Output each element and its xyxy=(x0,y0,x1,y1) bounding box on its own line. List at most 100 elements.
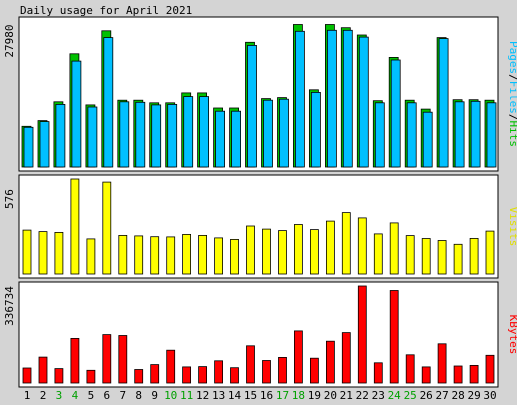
bar-visits-day-20 xyxy=(325,220,335,275)
x-tick-label-19: 19 xyxy=(308,389,321,402)
bar-kbytes-day-5 xyxy=(86,369,96,384)
bar-visits-day-13 xyxy=(214,237,224,275)
bar-visits-day-2 xyxy=(38,231,48,275)
bar-kbytes-day-29 xyxy=(469,364,479,384)
bar-files-day-23 xyxy=(374,102,385,168)
bar-files-day-27 xyxy=(438,38,449,168)
bar-visits-day-15 xyxy=(246,225,255,275)
bar-kbytes-day-12 xyxy=(198,366,208,384)
bar-files-day-3 xyxy=(55,104,66,168)
bar-visits-day-25 xyxy=(405,235,415,275)
panel-hits-plot-area xyxy=(18,16,499,172)
bar-kbytes-day-13 xyxy=(214,360,224,384)
x-tick-label-18: 18 xyxy=(292,389,305,402)
bar-visits-day-1 xyxy=(22,229,32,275)
panel-kbytes-max-label: 336734 xyxy=(3,286,16,326)
bar-files-day-7 xyxy=(119,101,130,168)
bar-files-day-1 xyxy=(23,126,34,168)
x-tick-label-14: 14 xyxy=(228,389,242,402)
bar-visits-day-18 xyxy=(293,224,303,275)
x-tick-label-12: 12 xyxy=(196,389,209,402)
bar-visits-day-9 xyxy=(150,236,160,275)
bar-files-day-30 xyxy=(486,102,497,168)
bar-kbytes-day-26 xyxy=(421,366,431,384)
bar-visits-day-8 xyxy=(134,235,144,275)
bar-visits-day-21 xyxy=(341,212,351,275)
x-tick-label-28: 28 xyxy=(451,389,464,402)
bar-kbytes-day-27 xyxy=(437,343,447,384)
bar-visits-day-17 xyxy=(278,230,287,275)
bar-files-day-22 xyxy=(358,36,369,168)
bar-kbytes-day-14 xyxy=(230,367,239,384)
bar-files-day-18 xyxy=(294,30,305,168)
x-tick-label-17: 17 xyxy=(276,389,289,402)
bar-visits-day-26 xyxy=(421,238,431,275)
bar-files-day-13 xyxy=(215,110,226,168)
bar-files-day-26 xyxy=(422,111,433,168)
x-tick-label-7: 7 xyxy=(119,389,126,402)
x-tick-label-11: 11 xyxy=(180,389,193,402)
x-tick-label-27: 27 xyxy=(435,389,448,402)
bar-visits-day-30 xyxy=(485,230,495,275)
bar-kbytes-day-20 xyxy=(325,340,335,384)
legend-hits-part-1: / xyxy=(507,74,517,81)
bar-kbytes-day-25 xyxy=(405,354,415,384)
bar-visits-day-22 xyxy=(357,217,367,275)
bar-visits-day-6 xyxy=(102,181,112,275)
panel-kbytes-legend: KBytes xyxy=(507,315,517,355)
bar-files-day-25 xyxy=(406,102,417,168)
bar-kbytes-day-2 xyxy=(38,356,48,384)
x-tick-label-4: 4 xyxy=(72,389,79,402)
bar-files-day-20 xyxy=(326,29,337,168)
bar-visits-day-24 xyxy=(389,222,399,275)
bar-files-day-21 xyxy=(342,29,353,168)
bar-visits-day-19 xyxy=(309,229,319,275)
bar-kbytes-day-17 xyxy=(278,356,287,384)
bar-files-day-15 xyxy=(247,45,257,168)
panel-visits-plot-area xyxy=(18,174,499,279)
x-tick-label-6: 6 xyxy=(103,389,110,402)
bar-visits-day-27 xyxy=(437,240,447,275)
bar-visits-day-29 xyxy=(469,237,479,275)
legend-hits-part-2: Files xyxy=(507,81,517,114)
bar-visits-day-14 xyxy=(230,238,239,275)
legend-kbytes-part-0: KBytes xyxy=(507,315,517,355)
bar-files-day-16 xyxy=(263,99,273,168)
bar-visits-day-28 xyxy=(453,243,463,275)
bar-kbytes-day-16 xyxy=(262,360,271,384)
bar-kbytes-day-22 xyxy=(357,285,367,384)
panel-kbytes-plot-area xyxy=(18,281,499,388)
bar-kbytes-day-9 xyxy=(150,364,160,384)
chart-title: Daily usage for April 2021 xyxy=(20,4,192,17)
bar-files-day-11 xyxy=(183,96,194,168)
x-tick-label-26: 26 xyxy=(420,389,433,402)
bar-visits-day-5 xyxy=(86,238,96,275)
bar-files-day-12 xyxy=(199,96,210,168)
x-tick-label-2: 2 xyxy=(40,389,47,402)
bar-visits-day-16 xyxy=(262,228,271,275)
bar-kbytes-day-3 xyxy=(54,368,64,384)
bar-kbytes-day-4 xyxy=(70,337,80,384)
bar-kbytes-day-7 xyxy=(118,335,128,384)
x-tick-label-29: 29 xyxy=(467,389,480,402)
panel-hits-legend: Pages/Files/Hits xyxy=(507,41,517,147)
x-tick-label-5: 5 xyxy=(88,389,95,402)
bar-files-day-28 xyxy=(454,101,465,168)
bar-kbytes-day-10 xyxy=(166,349,176,384)
x-tick-label-20: 20 xyxy=(324,389,337,402)
bar-kbytes-day-19 xyxy=(309,357,319,384)
x-tick-label-15: 15 xyxy=(244,389,257,402)
panel-visits-legend: Visits xyxy=(507,207,517,247)
bar-visits-day-12 xyxy=(198,234,208,275)
x-tick-label-8: 8 xyxy=(135,389,142,402)
bar-files-day-4 xyxy=(71,60,82,168)
bar-visits-day-4 xyxy=(70,178,80,275)
bar-kbytes-day-23 xyxy=(373,362,383,384)
bar-files-day-29 xyxy=(470,100,481,168)
bar-files-day-6 xyxy=(103,37,114,168)
bar-visits-day-10 xyxy=(166,236,176,275)
bar-kbytes-day-15 xyxy=(246,345,255,384)
x-tick-label-21: 21 xyxy=(340,389,353,402)
bar-kbytes-day-6 xyxy=(102,334,112,384)
